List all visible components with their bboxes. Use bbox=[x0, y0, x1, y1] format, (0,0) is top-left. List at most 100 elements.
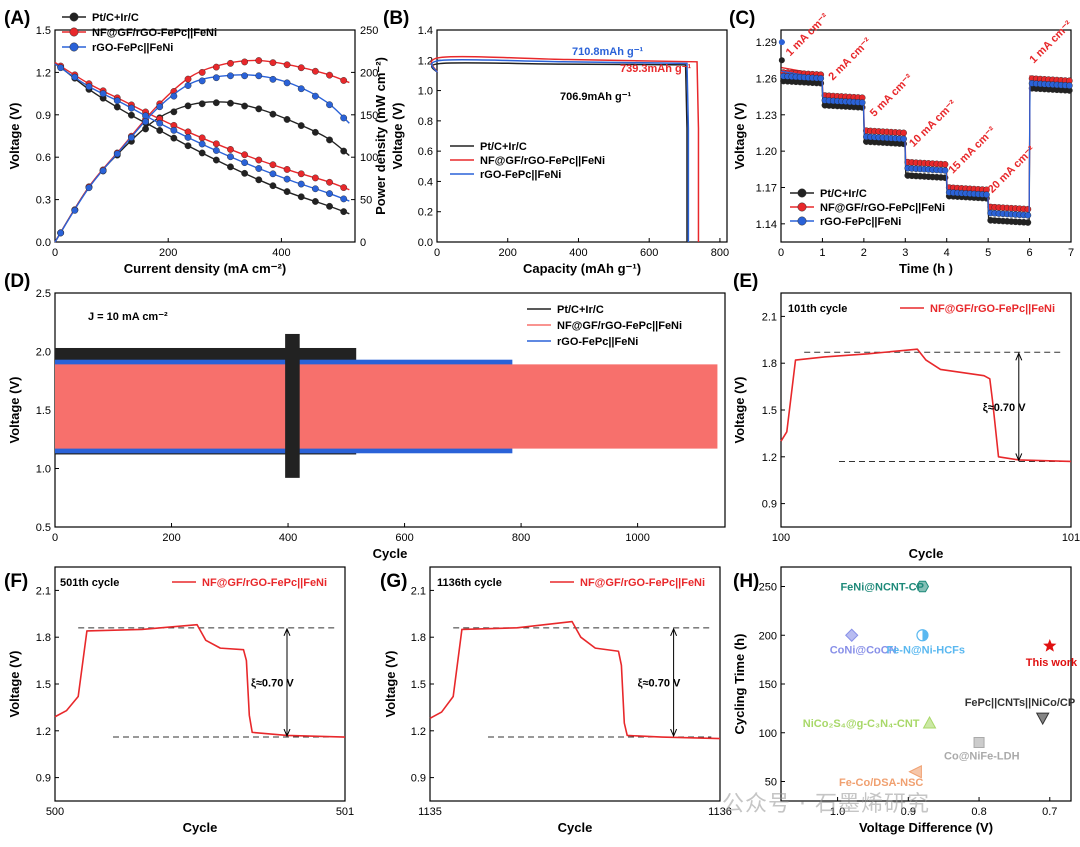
y-axis-label: Voltage (V) bbox=[7, 377, 22, 444]
data-point bbox=[326, 136, 333, 144]
data-point bbox=[128, 104, 135, 112]
legend-label: rGO-FePc||FeNi bbox=[92, 42, 173, 54]
data-point bbox=[198, 69, 206, 76]
data-point bbox=[184, 75, 192, 83]
x-tick-label: 1000 bbox=[625, 532, 649, 544]
y-tick-label: 1.5 bbox=[411, 679, 426, 691]
data-point bbox=[184, 102, 192, 110]
y2-tick-label: 150 bbox=[360, 110, 378, 122]
panel-label: (E) bbox=[733, 271, 758, 292]
data-point bbox=[241, 151, 249, 159]
data-point bbox=[212, 140, 220, 148]
x-tick-label: 3 bbox=[902, 247, 908, 259]
data-point bbox=[255, 72, 263, 80]
data-point bbox=[227, 163, 234, 171]
data-point bbox=[198, 77, 206, 85]
x-tick-label: 400 bbox=[279, 532, 297, 544]
panel-f: 0.9 1.2 1.5 1.8 2.1 Cycle Voltage (V) (F) 500 501… bbox=[4, 566, 354, 835]
data-point bbox=[85, 83, 93, 90]
discharge-curve-1 bbox=[430, 55, 700, 242]
y-tick-label: 0.3 bbox=[36, 195, 51, 207]
data-point bbox=[227, 99, 234, 107]
data-point bbox=[283, 61, 291, 69]
legend-label: rGO-FePc||FeNi bbox=[557, 336, 638, 348]
panel-e: 0.9 1.2 1.5 1.8 2.1 Cycle Voltage (V) (E) 100 101… bbox=[732, 271, 1080, 561]
legend-label: Pt/C+Ir/C bbox=[480, 141, 527, 153]
x-axis-label: Current density (mA cm⁻²) bbox=[124, 261, 286, 276]
panel-c: 0 1 2 3 4 5 6 7 1.14 1.17 1.20 1.23 1.26 1.29 Time (h … bbox=[729, 8, 1075, 276]
data-point bbox=[113, 103, 121, 111]
legend-label: NF@GF/rGO-FePc||FeNi bbox=[557, 320, 682, 332]
legend-label: NF@GF/rGO-FePc||FeNi bbox=[92, 27, 217, 39]
y-tick-label: 0.6 bbox=[36, 152, 51, 164]
marker-triangle bbox=[922, 715, 937, 729]
data-point bbox=[255, 156, 263, 164]
data-point bbox=[269, 75, 277, 83]
x-tick-label: 600 bbox=[395, 532, 413, 544]
y-tick-label: 100 bbox=[759, 728, 777, 740]
x-axis-label: Cycle bbox=[909, 546, 944, 561]
x-tick-label: 5 bbox=[985, 247, 991, 259]
y-axis-label: Voltage (V) bbox=[390, 103, 405, 170]
y-tick-label: 1.2 bbox=[36, 67, 51, 79]
x-tick-label: 200 bbox=[159, 247, 177, 259]
data-point bbox=[269, 170, 277, 178]
panel-d: 0 200 400 600 800 1000 0.5 1.0 1.5 2.0 2.5 Cycle Vol… bbox=[4, 271, 726, 561]
x-tick-label: 800 bbox=[512, 532, 530, 544]
data-point bbox=[983, 191, 990, 198]
data-point bbox=[269, 110, 277, 118]
x-tick-label: 400 bbox=[569, 247, 587, 259]
curve-power-2 bbox=[54, 74, 350, 243]
panel-g: 0.9 1.2 1.5 1.8 2.1 Cycle Voltage (V) (G) 1135 11… bbox=[380, 566, 732, 835]
data-point bbox=[142, 125, 149, 133]
data-point bbox=[858, 99, 866, 106]
data-point bbox=[99, 90, 107, 98]
data-point bbox=[170, 126, 178, 134]
data-point bbox=[340, 147, 348, 155]
legend-label: NF@GF/rGO-FePc||FeNi bbox=[930, 303, 1055, 315]
voltage-gap-label: ξ≈0.70 V bbox=[251, 677, 294, 689]
y-tick-label: 1.2 bbox=[762, 452, 777, 464]
data-point bbox=[255, 105, 263, 113]
data-point bbox=[311, 67, 319, 75]
y-tick-label: 1.5 bbox=[36, 405, 51, 417]
curve-voltage-0 bbox=[54, 61, 350, 215]
legend-marker bbox=[797, 216, 807, 226]
legend-label: rGO-FePc||FeNi bbox=[480, 169, 561, 181]
data-point bbox=[241, 159, 249, 167]
cycle-number-label: 101th cycle bbox=[788, 303, 847, 315]
y-tick-label: 50 bbox=[765, 777, 777, 789]
y-tick-label: 1.8 bbox=[411, 632, 426, 644]
data-point bbox=[297, 180, 305, 188]
x-axis-label: Cycle bbox=[558, 820, 593, 835]
data-point bbox=[340, 114, 348, 122]
data-point bbox=[340, 77, 348, 84]
x-tick-label: 7 bbox=[1068, 247, 1074, 259]
y2-tick-label: 200 bbox=[360, 67, 378, 79]
y-tick-label: 150 bbox=[759, 679, 777, 691]
point-label: Fe-Co/DSA-NSC bbox=[839, 777, 923, 789]
y-tick-label: 2.0 bbox=[36, 347, 51, 359]
y-tick-label: 1.8 bbox=[36, 632, 51, 644]
y2-tick-label: 100 bbox=[360, 152, 378, 164]
data-point bbox=[113, 150, 121, 158]
data-point bbox=[1024, 205, 1032, 213]
legend-label: Pt/C+Ir/C bbox=[820, 188, 867, 200]
data-point bbox=[311, 174, 319, 182]
voltage-gap-label: ξ≈0.70 V bbox=[983, 402, 1026, 414]
voltage-gap-label: ξ≈0.70 V bbox=[638, 677, 681, 689]
y-tick-label: 1.5 bbox=[36, 679, 51, 691]
marker-star bbox=[1043, 638, 1057, 652]
y-tick-label: 1.4 bbox=[418, 25, 433, 37]
current-density-annotation: J = 10 mA cm⁻² bbox=[88, 311, 168, 323]
x-tick-label: 6 bbox=[1027, 247, 1033, 259]
current-step-label: 15 mA cm⁻² bbox=[947, 124, 999, 176]
data-point bbox=[311, 92, 319, 100]
data-point bbox=[778, 57, 785, 64]
y-tick-label: 2.1 bbox=[762, 311, 777, 323]
annotation-capacity-blue: 710.8mAh g⁻¹ bbox=[572, 46, 644, 58]
x-tick-label: 200 bbox=[162, 532, 180, 544]
y-tick-label: 1.29 bbox=[756, 37, 777, 49]
x-tick-label: 400 bbox=[272, 247, 290, 259]
data-point bbox=[184, 134, 192, 141]
